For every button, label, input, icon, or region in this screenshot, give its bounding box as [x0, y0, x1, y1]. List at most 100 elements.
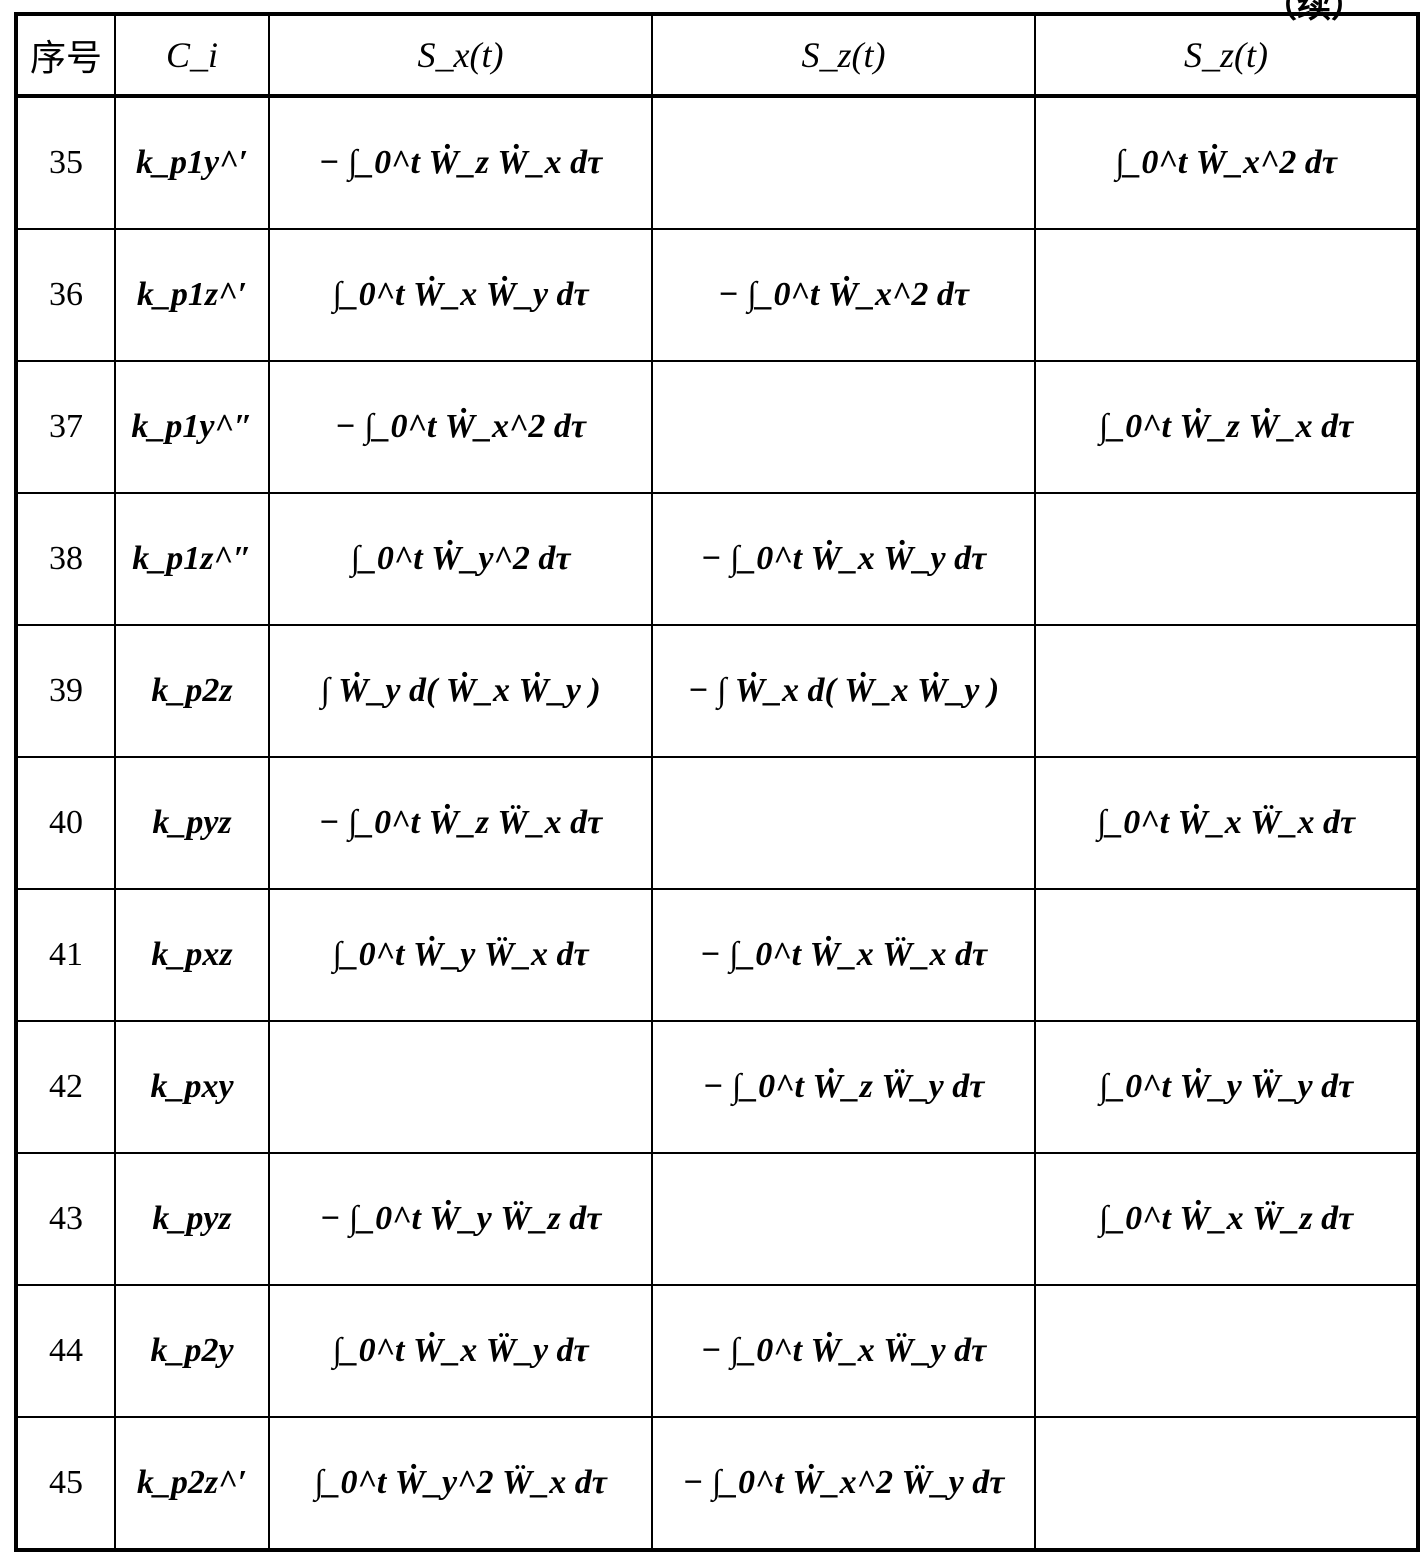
sz-expression-cell	[1034, 1284, 1419, 1418]
header-ci-label: C_i	[165, 35, 218, 75]
row-index: 38	[49, 540, 83, 577]
sx-expression: ∫_0^t Ẇ_x Ẅ_y dτ	[332, 1332, 589, 1369]
coefficient-symbol: k_pyz	[152, 1200, 232, 1237]
sx-expression-cell: − ∫_0^t Ẇ_z Ẅ_x dτ	[268, 756, 653, 890]
sx-expression: − ∫_0^t Ẇ_z Ẅ_x dτ	[318, 804, 603, 841]
row-index: 43	[49, 1200, 83, 1237]
sx-expression-cell: ∫_0^t Ẇ_y^2 Ẅ_x dτ	[268, 1416, 653, 1551]
row-index-cell: 36	[15, 228, 116, 362]
row-index-cell: 39	[15, 624, 116, 758]
table-row: 42 k_pxy − ∫_0^t Ẇ_z Ẅ_y dτ ∫_0^t Ẇ_y Ẅ_y d…	[15, 1020, 1419, 1154]
sz-expression-cell	[1034, 228, 1419, 362]
header-ci: C_i	[114, 13, 270, 98]
sy-expression-cell	[651, 95, 1036, 230]
sy-expression-cell: − ∫_0^t Ẇ_x Ẅ_x dτ	[651, 888, 1036, 1022]
coefficient-symbol: k_p1z^′	[136, 276, 248, 313]
coefficient-symbol-cell: k_pyz	[114, 1152, 270, 1286]
sy-expression-cell: − ∫_0^t Ẇ_x^2 Ẅ_y dτ	[651, 1416, 1036, 1551]
sx-expression: ∫_0^t Ẇ_y^2 Ẅ_x dτ	[314, 1464, 607, 1501]
sy-expression-cell	[651, 360, 1036, 494]
coefficient-symbol: k_p1y^″	[131, 408, 253, 445]
sx-expression-cell: ∫_0^t Ẇ_y Ẅ_x dτ	[268, 888, 653, 1022]
sy-expression-cell: − ∫_0^t Ẇ_x Ẇ_y dτ	[651, 492, 1036, 626]
sx-expression-cell: ∫_0^t Ẇ_x Ẇ_y dτ	[268, 228, 653, 362]
sy-expression-cell: − ∫_0^t Ẇ_z Ẅ_y dτ	[651, 1020, 1036, 1154]
sy-expression: − ∫ Ẇ_x d( Ẇ_x Ẇ_y )	[687, 672, 1000, 709]
sx-expression: ∫_0^t Ẇ_y Ẅ_x dτ	[332, 936, 589, 973]
coefficient-symbol-cell: k_pxy	[114, 1020, 270, 1154]
sz-expression-cell	[1034, 1416, 1419, 1551]
sy-expression: − ∫_0^t Ẇ_z Ẅ_y dτ	[702, 1068, 985, 1105]
coefficient-symbol: k_pxz	[151, 936, 233, 973]
sy-expression: − ∫_0^t Ẇ_x^2 dτ	[718, 276, 969, 313]
row-index: 40	[49, 804, 83, 841]
row-index: 45	[49, 1464, 83, 1501]
coefficient-symbol: k_p2z^′	[136, 1464, 248, 1501]
row-index-cell: 40	[15, 756, 116, 890]
sz-expression-cell	[1034, 888, 1419, 1022]
sx-expression: − ∫_0^t Ẇ_x^2 dτ	[335, 408, 586, 445]
row-index-cell: 37	[15, 360, 116, 494]
coefficient-symbol-cell: k_p1z^″	[114, 492, 270, 626]
row-index: 42	[49, 1068, 83, 1105]
table-row: 43 k_pyz − ∫_0^t Ẇ_y Ẅ_z dτ ∫_0^t Ẇ_x Ẅ_z d…	[15, 1152, 1419, 1286]
header-row: 序号 C_i S_x(t) S_z(t) S_z(t)	[15, 13, 1419, 98]
sx-expression-cell: − ∫_0^t Ẇ_x^2 dτ	[268, 360, 653, 494]
coefficient-symbol-cell: k_pyz	[114, 756, 270, 890]
sz-expression-cell: ∫_0^t Ẇ_z Ẇ_x dτ	[1034, 360, 1419, 494]
coefficient-symbol-cell: k_pxz	[114, 888, 270, 1022]
sx-expression: ∫_0^t Ẇ_y^2 dτ	[350, 540, 571, 577]
row-index: 35	[49, 144, 83, 181]
row-index-cell: 44	[15, 1284, 116, 1418]
coefficient-table: 序号 C_i S_x(t) S_z(t) S_z(t) 35 k_p1y^′ − ∫…	[14, 12, 1420, 1552]
coefficient-symbol: k_p2y	[150, 1332, 234, 1369]
sx-expression-cell: − ∫_0^t Ẇ_z Ẇ_x dτ	[268, 95, 653, 230]
row-index: 36	[49, 276, 83, 313]
table-row: 45 k_p2z^′ ∫_0^t Ẇ_y^2 Ẅ_x dτ − ∫_0^t Ẇ_x^2…	[15, 1416, 1419, 1551]
coefficient-symbol-cell: k_p1y^′	[114, 95, 270, 230]
sz-expression-cell: ∫_0^t Ẇ_y Ẅ_y dτ	[1034, 1020, 1419, 1154]
sy-expression-cell	[651, 756, 1036, 890]
coefficient-symbol-cell: k_p1z^′	[114, 228, 270, 362]
row-index-cell: 35	[15, 95, 116, 230]
sz-expression-cell: ∫_0^t Ẇ_x Ẅ_z dτ	[1034, 1152, 1419, 1286]
coefficient-symbol: k_p1z^″	[132, 540, 252, 577]
sx-expression-cell: ∫ Ẇ_y d( Ẇ_x Ẇ_y )	[268, 624, 653, 758]
sz-expression: ∫_0^t Ẇ_z Ẇ_x dτ	[1098, 408, 1354, 445]
sx-expression-cell: ∫_0^t Ẇ_y^2 dτ	[268, 492, 653, 626]
coefficient-symbol: k_p1y^′	[135, 144, 249, 181]
sx-expression: − ∫_0^t Ẇ_y Ẅ_z dτ	[319, 1200, 602, 1237]
coefficient-symbol: k_pyz	[152, 804, 232, 841]
sy-expression-cell: − ∫_0^t Ẇ_x Ẅ_y dτ	[651, 1284, 1036, 1418]
sz-expression-cell: ∫_0^t Ẇ_x Ẅ_x dτ	[1034, 756, 1419, 890]
coefficient-symbol-cell: k_p2z^′	[114, 1416, 270, 1551]
row-index-cell: 41	[15, 888, 116, 1022]
sx-expression-cell	[268, 1020, 653, 1154]
coefficient-symbol: k_p2z	[151, 672, 233, 709]
table-row: 41 k_pxz ∫_0^t Ẇ_y Ẅ_x dτ − ∫_0^t Ẇ_x Ẅ_x d…	[15, 888, 1419, 1022]
header-sx-label: S_x(t)	[417, 35, 504, 75]
sy-expression: − ∫_0^t Ẇ_x Ẅ_x dτ	[699, 936, 988, 973]
sy-expression-cell	[651, 1152, 1036, 1286]
sy-expression: − ∫_0^t Ẇ_x^2 Ẅ_y dτ	[682, 1464, 1005, 1501]
header-sy-label: S_z(t)	[801, 35, 886, 75]
row-index: 39	[49, 672, 83, 709]
sx-expression-cell: ∫_0^t Ẇ_x Ẅ_y dτ	[268, 1284, 653, 1418]
sz-expression-cell	[1034, 492, 1419, 626]
sz-expression: ∫_0^t Ẇ_x Ẅ_z dτ	[1098, 1200, 1354, 1237]
table-row: 40 k_pyz − ∫_0^t Ẇ_z Ẅ_x dτ ∫_0^t Ẇ_x Ẅ_x d…	[15, 756, 1419, 890]
sx-expression: ∫_0^t Ẇ_x Ẇ_y dτ	[332, 276, 589, 313]
sz-expression: ∫_0^t Ẇ_x Ẅ_x dτ	[1096, 804, 1356, 841]
sz-expression: ∫_0^t Ẇ_x^2 dτ	[1115, 144, 1337, 181]
header-sz: S_z(t)	[1034, 13, 1419, 98]
header-sx: S_x(t)	[268, 13, 653, 98]
sx-expression: ∫ Ẇ_y d( Ẇ_x Ẇ_y )	[320, 672, 601, 709]
sx-expression-cell: − ∫_0^t Ẇ_y Ẅ_z dτ	[268, 1152, 653, 1286]
table-row: 35 k_p1y^′ − ∫_0^t Ẇ_z Ẇ_x dτ ∫_0^t Ẇ_x^2 d…	[15, 95, 1419, 230]
header-index: 序号	[15, 13, 116, 98]
row-index: 44	[49, 1332, 83, 1369]
sz-expression-cell	[1034, 624, 1419, 758]
sy-expression-cell: − ∫ Ẇ_x d( Ẇ_x Ẇ_y )	[651, 624, 1036, 758]
sz-expression: ∫_0^t Ẇ_y Ẅ_y dτ	[1098, 1068, 1354, 1105]
row-index-cell: 45	[15, 1416, 116, 1551]
